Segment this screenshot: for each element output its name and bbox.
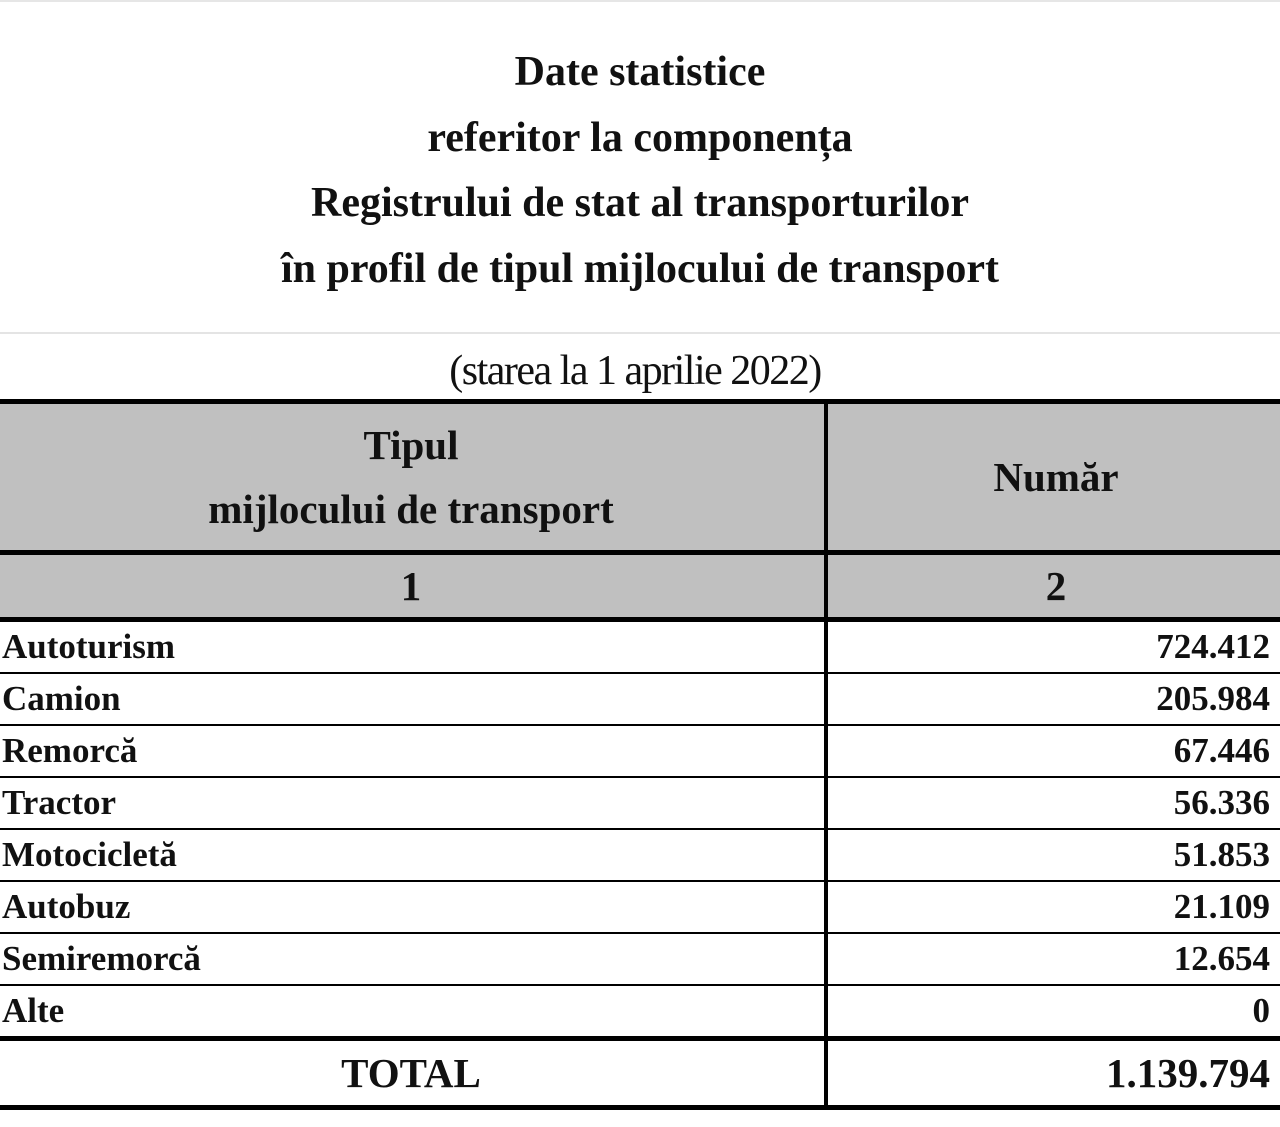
vehicle-type: Autoturism <box>0 618 828 674</box>
divider <box>0 332 1280 334</box>
total-label: TOTAL <box>0 1036 828 1110</box>
title-line: Date statistice <box>514 49 766 95</box>
vehicle-count: 12.654 <box>825 932 1280 986</box>
vehicle-type: Tractor <box>0 776 828 830</box>
vehicle-count: 67.446 <box>825 724 1280 778</box>
document-title: Date statistice referitor la componența … <box>0 40 1280 302</box>
statistics-table: Tipul mijlocului de transport Număr 1 2 A… <box>0 399 1280 1110</box>
table-row: Autoturism 724.412 <box>0 618 1280 674</box>
vehicle-count: 21.109 <box>825 880 1280 934</box>
column-number-row: 1 2 <box>0 550 1280 622</box>
vehicle-count: 51.853 <box>825 828 1280 882</box>
vehicle-type: Semiremorcă <box>0 932 828 986</box>
table-row: Motocicletă 51.853 <box>0 828 1280 882</box>
header-row: Tipul mijlocului de transport Număr <box>0 399 1280 555</box>
table-row: Semiremorcă 12.654 <box>0 932 1280 986</box>
table-row: Camion 205.984 <box>0 672 1280 726</box>
table-row: Remorcă 67.446 <box>0 724 1280 778</box>
column-number: 2 <box>825 550 1280 622</box>
vehicle-count: 724.412 <box>825 618 1280 674</box>
date-subtitle: (starea la 1 aprilie 2022) <box>449 348 822 394</box>
vehicle-type: Alte <box>0 984 828 1040</box>
vehicle-count: 56.336 <box>825 776 1280 830</box>
total-value: 1.139.794 <box>825 1036 1280 1110</box>
table-row: Autobuz 21.109 <box>0 880 1280 934</box>
header-type-line1: Tipul <box>363 422 459 468</box>
vehicle-count: 0 <box>825 984 1280 1040</box>
header-type-line2: mijlocului de transport <box>208 486 614 532</box>
top-border <box>0 0 1280 2</box>
column-number: 1 <box>0 550 828 622</box>
header-type: Tipul mijlocului de transport <box>0 399 828 555</box>
table-row: Tractor 56.336 <box>0 776 1280 830</box>
title-line: referitor la componența <box>427 114 853 161</box>
table-row: Alte 0 <box>0 984 1280 1040</box>
title-line: Registrului de stat al transporturilor <box>311 180 969 226</box>
title-line: în profil de tipul mijlocului de transpo… <box>281 245 999 292</box>
total-row: TOTAL 1.139.794 <box>0 1036 1280 1110</box>
header-count: Număr <box>825 399 1280 555</box>
vehicle-type: Motocicletă <box>0 828 828 882</box>
vehicle-type: Autobuz <box>0 880 828 934</box>
vehicle-type: Camion <box>0 672 828 726</box>
vehicle-type: Remorcă <box>0 724 828 778</box>
vehicle-count: 205.984 <box>825 672 1280 726</box>
